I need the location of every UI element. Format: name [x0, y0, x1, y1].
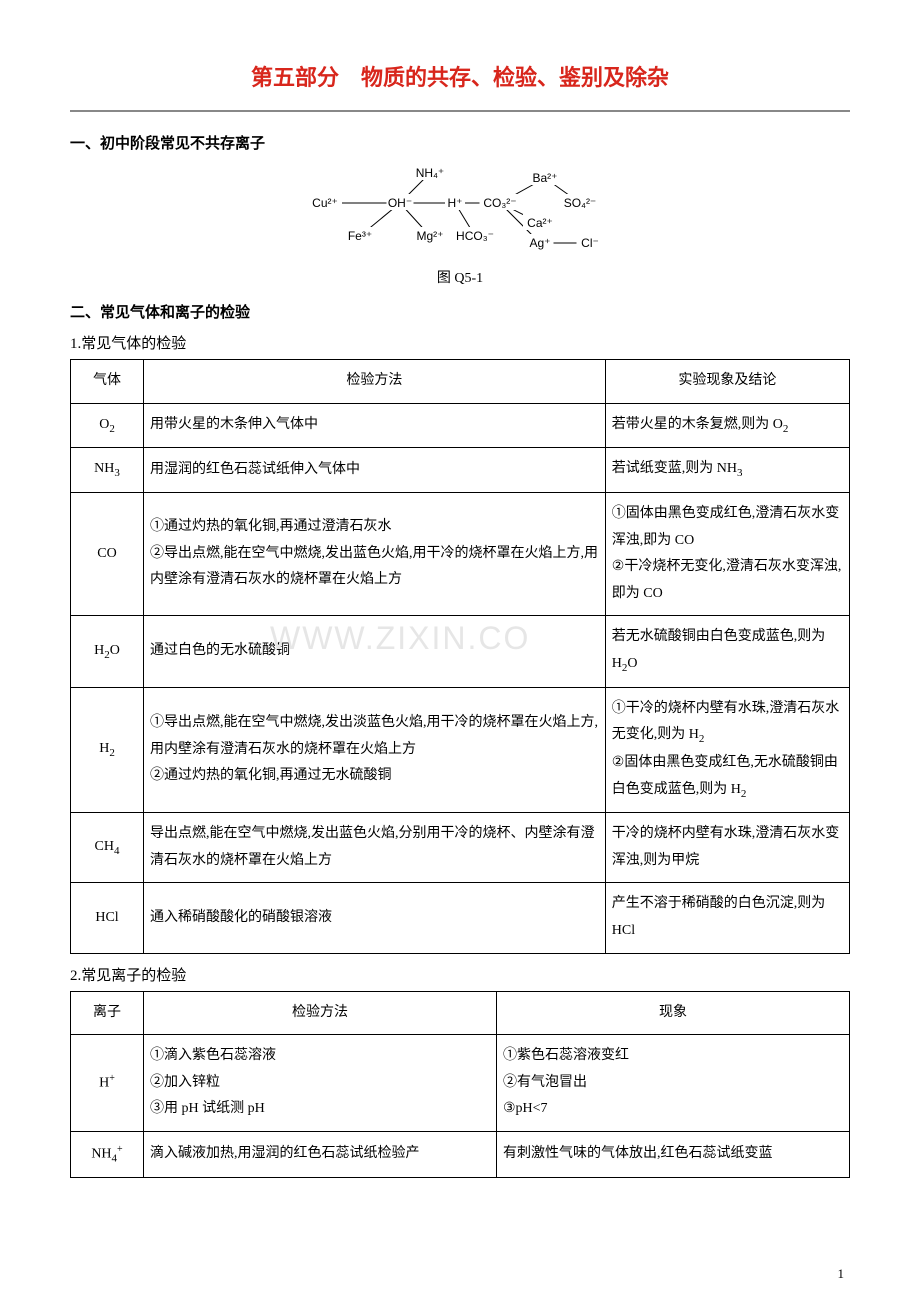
result-cell: 若试纸变蓝,则为 NH3 [605, 448, 849, 493]
ion-diagram: NH₄⁺ Cu²⁺ Fe³⁺ OH⁻ H⁺ Mg²⁺ HCO₃⁻ CO₃²⁻ Ba²⁺ SO₄²⁻… [70, 163, 850, 263]
title-divider [70, 110, 850, 112]
ion-cell: NH4+ [71, 1131, 144, 1177]
section2-sub1: 1.常见气体的检验 [70, 332, 850, 353]
table-row: H2O通过白色的无水硫酸铜若无水硫酸铜由白色变成蓝色,则为 H2O [71, 616, 850, 687]
method-cell: ①通过灼热的氧化铜,再通过澄清石灰水②导出点燃,能在空气中燃烧,发出蓝色火焰,用… [144, 492, 606, 615]
gas-cell: H2O [71, 616, 144, 687]
method-cell: 滴入碱液加热,用湿润的红色石蕊试纸检验产 [144, 1131, 497, 1177]
gas-table-header: 检验方法 [144, 360, 606, 404]
gas-cell: H2 [71, 687, 144, 813]
method-cell: 导出点燃,能在空气中燃烧,发出蓝色火焰,分别用干冷的烧杯、内壁涂有澄清石灰水的烧… [144, 813, 606, 883]
result-cell: 干冷的烧杯内壁有水珠,澄清石灰水变浑浊,则为甲烷 [605, 813, 849, 883]
diagram-node: Ba²⁺ [532, 171, 557, 185]
gas-cell: CO [71, 492, 144, 615]
table-row: H+①滴入紫色石蕊溶液②加入锌粒③用 pH 试纸测 pH①紫色石蕊溶液变红②有气… [71, 1035, 850, 1132]
result-cell: ①固体由黑色变成红色,澄清石灰水变浑浊,即为 CO②干冷烧杯无变化,澄清石灰水变… [605, 492, 849, 615]
figure-caption: 图 Q5-1 [70, 267, 850, 287]
diagram-node: Ca²⁺ [527, 216, 553, 230]
ion-table: 离子检验方法现象 H+①滴入紫色石蕊溶液②加入锌粒③用 pH 试纸测 pH①紫色… [70, 991, 850, 1179]
gas-cell: HCl [71, 883, 144, 953]
result-cell: 若带火星的木条复燃,则为 O2 [605, 403, 849, 448]
page-number: 1 [838, 1266, 845, 1282]
result-cell: ①紫色石蕊溶液变红②有气泡冒出③pH<7 [497, 1035, 850, 1132]
gas-cell: O2 [71, 403, 144, 448]
method-cell: 用湿润的红色石蕊试纸伸入气体中 [144, 448, 606, 493]
table-row: H2①导出点燃,能在空气中燃烧,发出淡蓝色火焰,用干冷的烧杯罩在火焰上方,用内壁… [71, 687, 850, 813]
method-cell: 用带火星的木条伸入气体中 [144, 403, 606, 448]
result-cell: 若无水硫酸铜由白色变成蓝色,则为 H2O [605, 616, 849, 687]
diagram-node: SO₄²⁻ [564, 196, 597, 210]
diagram-node: Ag⁺ [529, 236, 550, 250]
diagram-node: Cl⁻ [581, 236, 599, 250]
method-cell: ①导出点燃,能在空气中燃烧,发出淡蓝色火焰,用干冷的烧杯罩在火焰上方,用内壁涂有… [144, 687, 606, 813]
method-cell: ①滴入紫色石蕊溶液②加入锌粒③用 pH 试纸测 pH [144, 1035, 497, 1132]
ion-cell: H+ [71, 1035, 144, 1132]
result-cell: 有刺激性气味的气体放出,红色石蕊试纸变蓝 [497, 1131, 850, 1177]
diagram-node: NH₄⁺ [416, 166, 445, 180]
ion-table-header: 离子 [71, 991, 144, 1035]
table-row: CO①通过灼热的氧化铜,再通过澄清石灰水②导出点燃,能在空气中燃烧,发出蓝色火焰… [71, 492, 850, 615]
gas-cell: CH4 [71, 813, 144, 883]
result-cell: 产生不溶于稀硝酸的白色沉淀,则为 HCl [605, 883, 849, 953]
result-cell: ①干冷的烧杯内壁有水珠,澄清石灰水无变化,则为 H2②固体由黑色变成红色,无水硫… [605, 687, 849, 813]
gas-cell: NH3 [71, 448, 144, 493]
gas-table-header: 实验现象及结论 [605, 360, 849, 404]
section2-sub2: 2.常见离子的检验 [70, 964, 850, 985]
diagram-node: HCO₃⁻ [456, 229, 494, 243]
diagram-node: Cu²⁺ [312, 196, 338, 210]
ion-table-header: 检验方法 [144, 991, 497, 1035]
section1-heading: 一、初中阶段常见不共存离子 [70, 132, 850, 153]
diagram-node: Fe³⁺ [348, 229, 372, 243]
table-row: NH3用湿润的红色石蕊试纸伸入气体中若试纸变蓝,则为 NH3 [71, 448, 850, 493]
section2-heading: 二、常见气体和离子的检验 [70, 301, 850, 322]
page-title: 第五部分 物质的共存、检验、鉴别及除杂 [70, 60, 850, 92]
method-cell: 通入稀硝酸酸化的硝酸银溶液 [144, 883, 606, 953]
gas-table-header: 气体 [71, 360, 144, 404]
diagram-node: Mg²⁺ [417, 229, 444, 243]
method-cell: 通过白色的无水硫酸铜 [144, 616, 606, 687]
ion-table-header: 现象 [497, 991, 850, 1035]
table-row: NH4+滴入碱液加热,用湿润的红色石蕊试纸检验产有刺激性气味的气体放出,红色石蕊… [71, 1131, 850, 1177]
diagram-node: H⁺ [448, 196, 463, 210]
diagram-node: CO₃²⁻ [483, 196, 516, 210]
table-row: O2用带火星的木条伸入气体中若带火星的木条复燃,则为 O2 [71, 403, 850, 448]
diagram-node: OH⁻ [388, 196, 412, 210]
gas-table: 气体检验方法实验现象及结论 O2用带火星的木条伸入气体中若带火星的木条复燃,则为… [70, 359, 850, 954]
table-row: HCl通入稀硝酸酸化的硝酸银溶液产生不溶于稀硝酸的白色沉淀,则为 HCl [71, 883, 850, 953]
table-row: CH4导出点燃,能在空气中燃烧,发出蓝色火焰,分别用干冷的烧杯、内壁涂有澄清石灰… [71, 813, 850, 883]
